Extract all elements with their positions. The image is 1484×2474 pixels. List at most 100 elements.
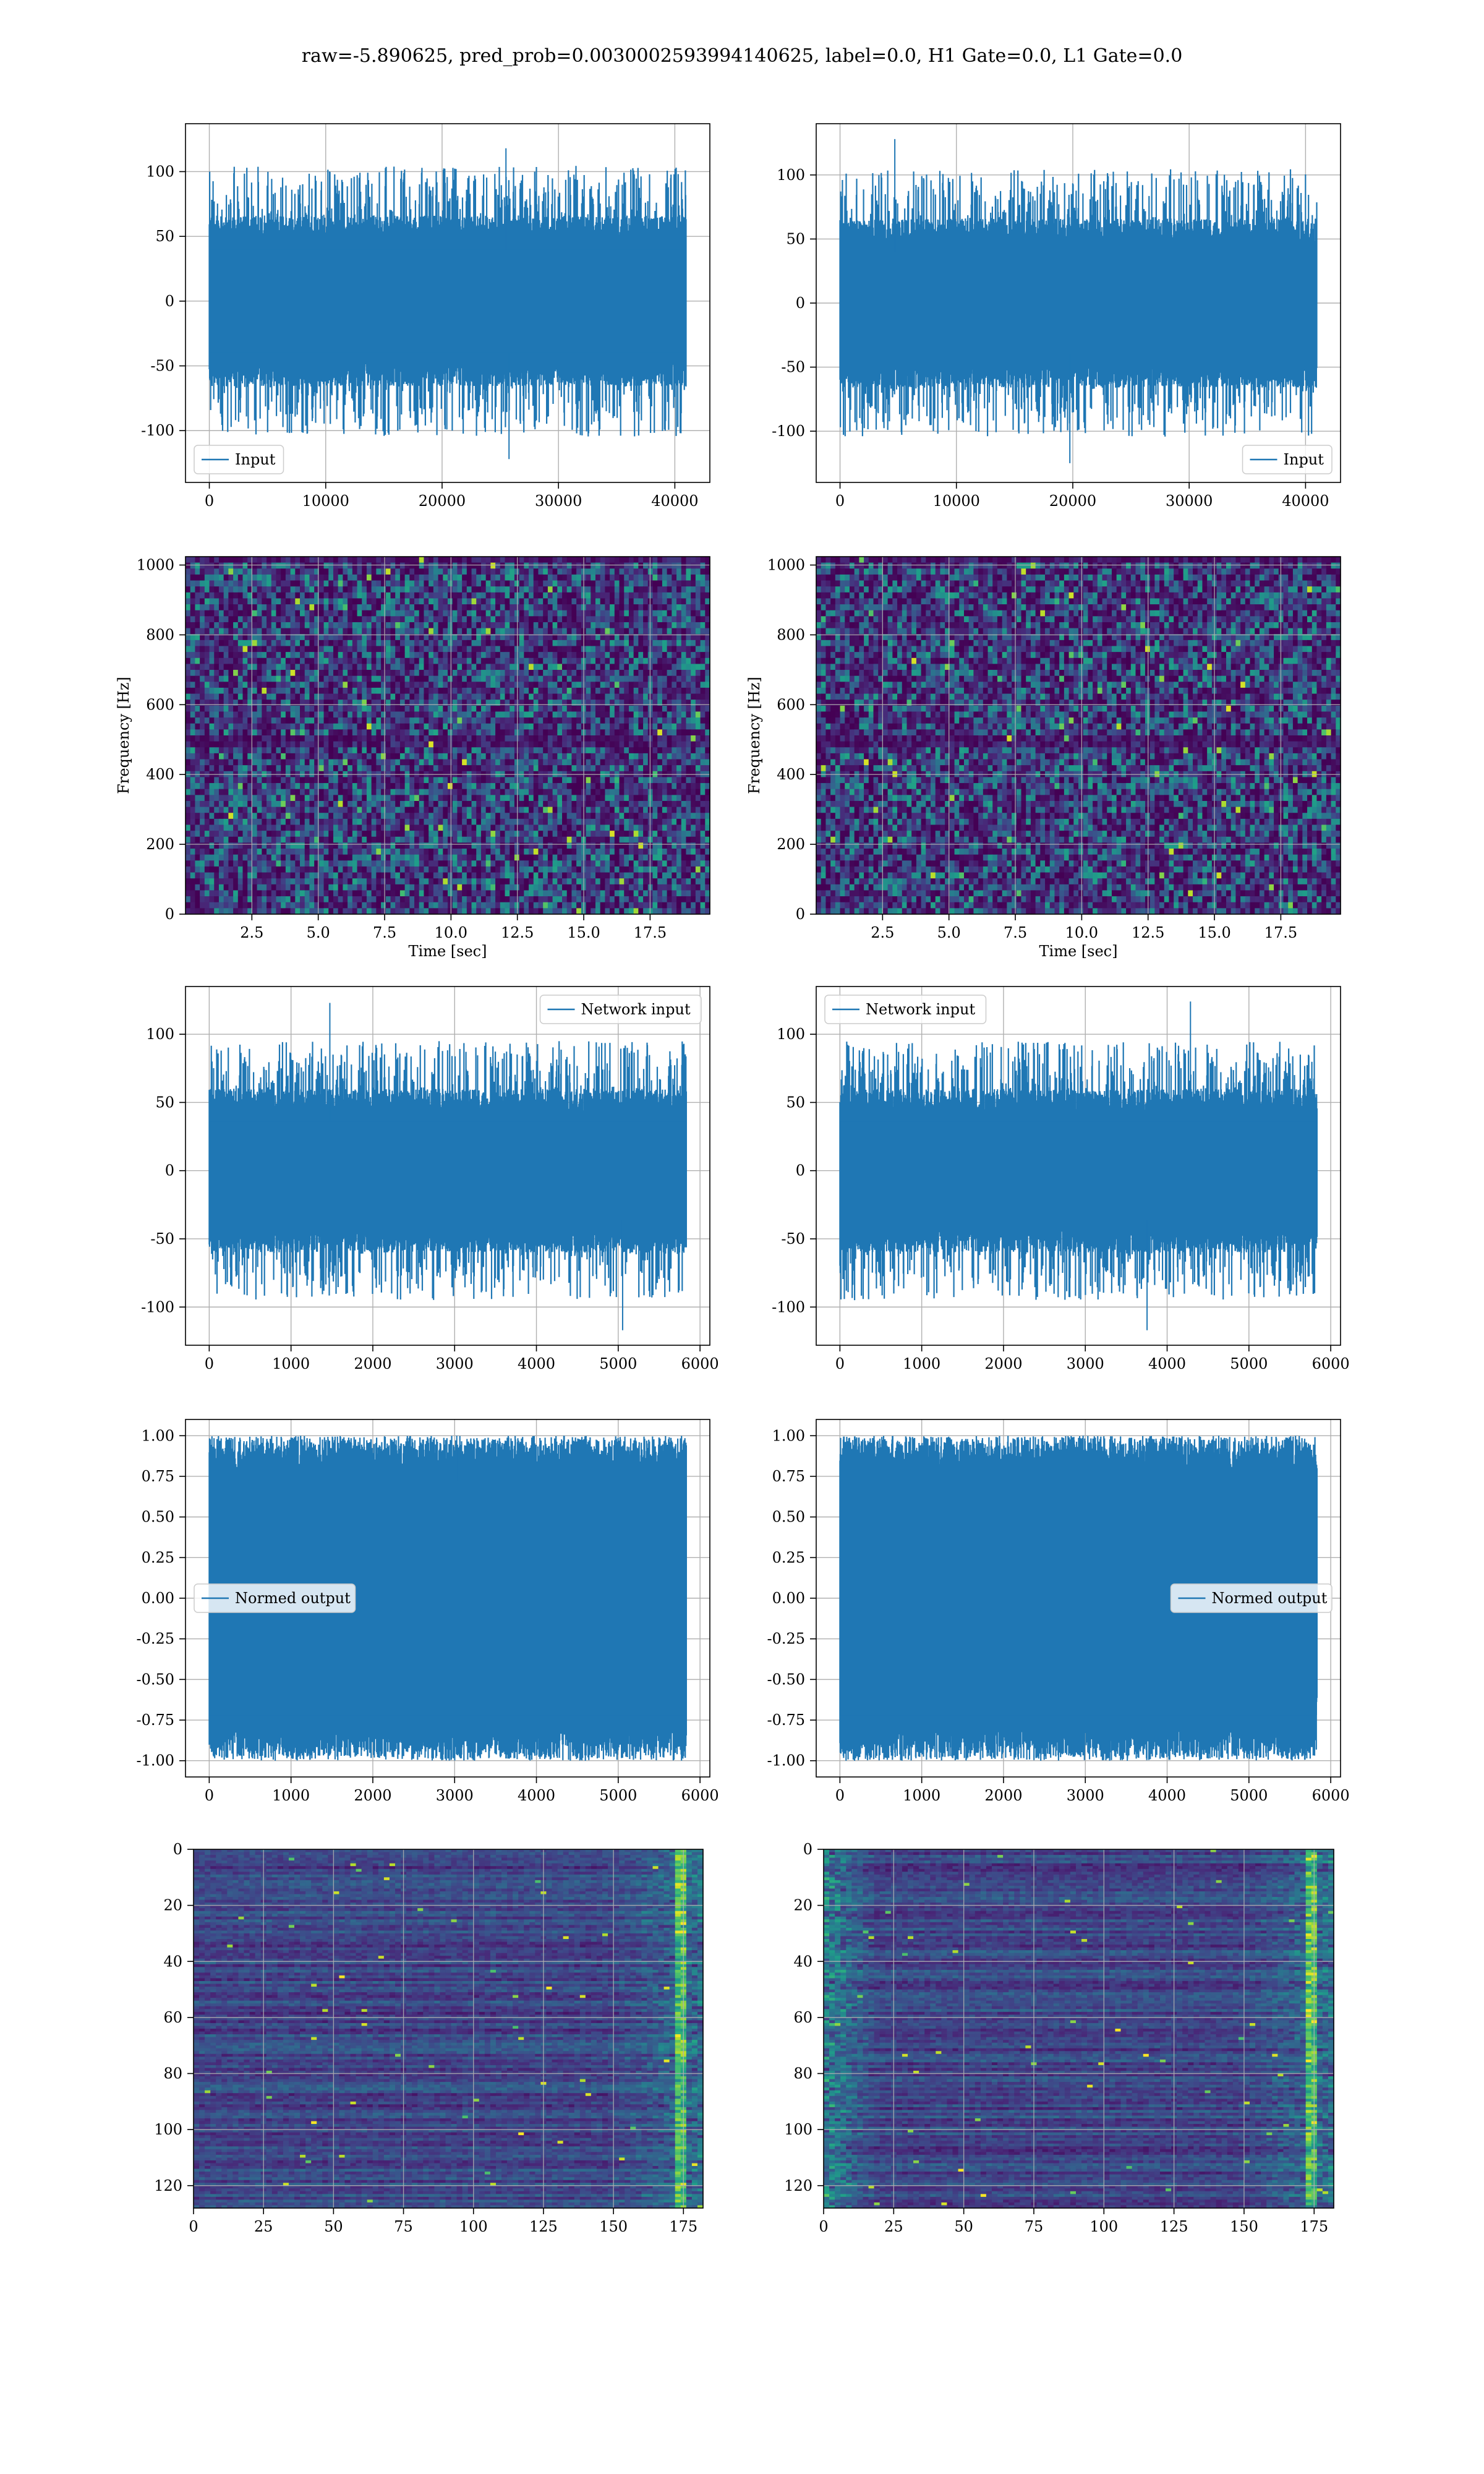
spectrogram-left-ytick-label-4: 800 [146, 626, 174, 643]
spectrogram-right-xtick-label-0: 2.5 [871, 924, 894, 941]
normed-output-right-xtick-label-6: 6000 [1312, 1787, 1350, 1804]
spectrogram-left-xtick-label-3: 10.0 [435, 924, 467, 941]
network-input-left-ytick-label-0: -100 [141, 1298, 174, 1316]
normed-output-right-ytick-label-2: -0.50 [767, 1671, 805, 1688]
network-input-left-subplot: 0 1000 2000 3000 4000 5000 6000-100-50050100Ne… [141, 987, 719, 1372]
feature-map-right-xtick-label-6: 150 [1230, 2218, 1258, 2235]
input-left-legend: Input [194, 445, 284, 474]
spectrogram-right-ytick-label-4: 800 [777, 626, 805, 643]
spectrogram-left-xlabel: Time [sec] [409, 943, 487, 960]
feature-map-right-xtick-label-1: 25 [884, 2218, 903, 2235]
spectrogram-left-xtick-label-4: 12.5 [501, 924, 534, 941]
network-input-right-ytick-label-1: -50 [781, 1230, 805, 1248]
input-right-xtick-label-2: 20000 [1049, 492, 1096, 510]
normed-output-right-ytick-label-7: 0.75 [772, 1468, 805, 1485]
input-left-legend-label: Input [235, 451, 276, 468]
feature-map-right-xtick-label-0: 0 [819, 2218, 828, 2235]
normed-output-right-xtick-label-5: 5000 [1230, 1787, 1268, 1804]
normed-output-left-xtick-label-1: 1000 [272, 1787, 310, 1804]
normed-output-right-ytick-label-4: 0.00 [772, 1590, 805, 1607]
normed-output-left-ytick-label-2: -0.50 [136, 1671, 174, 1688]
normed-output-left-legend-label: Normed output [235, 1590, 351, 1607]
network-input-left-ytick-label-3: 50 [155, 1094, 174, 1111]
figure-canvas: raw=-5.890625, pred_prob=0.0030002593994… [0, 0, 1484, 2474]
spectrogram-right-xlabel: Time [sec] [1039, 943, 1118, 960]
input-right-ytick-label-1: -50 [781, 359, 805, 376]
normed-output-right-ytick-label-3: -0.25 [767, 1630, 805, 1648]
input-right-ytick-label-3: 50 [786, 230, 805, 247]
normed-output-left-xtick-label-3: 3000 [436, 1787, 474, 1804]
feature-map-left-xtick-label-0: 0 [189, 2218, 198, 2235]
input-left-xtick-label-0: 0 [205, 492, 214, 510]
feature-map-right-heatmap-cells [824, 1849, 1334, 2209]
feature-map-right-ytick-label-2: 40 [793, 1953, 812, 1970]
network-input-right-xtick-label-4: 4000 [1148, 1355, 1186, 1372]
input-left-xtick-label-2: 20000 [419, 492, 466, 510]
input-right-legend-label: Input [1284, 451, 1324, 468]
input-left-xtick-label-1: 10000 [302, 492, 349, 510]
network-input-right-legend: Network input [825, 995, 986, 1024]
spectrogram-left-ytick-label-3: 600 [146, 696, 174, 713]
normed-output-left-legend: Normed output [194, 1584, 356, 1612]
input-left-series-core [210, 250, 686, 353]
feature-map-right-ytick-label-5: 100 [784, 2121, 812, 2138]
feature-map-left-ytick-label-2: 40 [163, 1953, 182, 1970]
feature-map-right-ytick-label-6: 120 [784, 2177, 812, 2194]
feature-map-left-xtick-label-3: 75 [394, 2218, 413, 2235]
normed-output-left-xtick-label-4: 4000 [518, 1787, 555, 1804]
normed-output-right-xtick-label-4: 4000 [1148, 1787, 1186, 1804]
normed-output-right-xtick-label-0: 0 [835, 1787, 845, 1804]
normed-output-right-ytick-label-8: 1.00 [772, 1427, 805, 1444]
input-right-ytick-label-0: -100 [772, 422, 805, 440]
feature-map-left-ytick-label-4: 80 [163, 2065, 182, 2082]
spectrogram-right-xtick-label-4: 12.5 [1132, 924, 1164, 941]
input-left-ytick-label-4: 100 [146, 163, 174, 180]
normed-output-left-ytick-label-0: -1.00 [136, 1752, 174, 1770]
normed-output-left-ytick-label-7: 0.75 [142, 1468, 174, 1485]
input-right-xtick-label-1: 10000 [933, 492, 980, 510]
spectrogram-right-subplot: 2.5 5.0 7.5 10.0 12.5 15.0 17.5020040060080010… [746, 557, 1341, 960]
spectrogram-right-xtick-label-2: 7.5 [1004, 924, 1027, 941]
network-input-right-legend-label: Network input [866, 1001, 975, 1018]
network-input-left-xtick-label-5: 5000 [599, 1355, 637, 1372]
feature-map-right-xtick-label-5: 125 [1160, 2218, 1188, 2235]
normed-output-left-xtick-label-0: 0 [205, 1787, 214, 1804]
network-input-right-ytick-label-4: 100 [777, 1025, 805, 1043]
normed-output-right-ytick-label-6: 0.50 [772, 1509, 805, 1526]
spectrogram-left-xtick-label-5: 15.0 [567, 924, 600, 941]
feature-map-left-ytick-label-0: 0 [173, 1841, 182, 1858]
input-left-ytick-label-2: 0 [165, 293, 174, 310]
feature-map-left-xtick-label-2: 50 [324, 2218, 343, 2235]
feature-map-right-xtick-label-3: 75 [1025, 2218, 1044, 2235]
feature-map-left-xtick-label-4: 100 [459, 2218, 488, 2235]
input-left-xtick-label-4: 40000 [651, 492, 698, 510]
figure-title: raw=-5.890625, pred_prob=0.0030002593994… [302, 45, 1183, 67]
network-input-right-xtick-label-6: 6000 [1312, 1355, 1350, 1372]
normed-output-left-ytick-label-6: 0.50 [142, 1509, 174, 1526]
spectrogram-left-subplot: 2.5 5.0 7.5 10.0 12.5 15.0 17.5020040060080010… [115, 557, 710, 960]
spectrogram-right-ytick-label-0: 0 [796, 905, 805, 923]
spectrogram-right-ytick-label-5: 1000 [767, 557, 805, 574]
network-input-left-legend-label: Network input [581, 1001, 691, 1018]
spectrogram-left-ylabel: Frequency [Hz] [115, 677, 132, 794]
normed-output-left-subplot: 0 1000 2000 3000 4000 5000 6000-1.00-0.75-0.50… [136, 1419, 719, 1804]
normed-output-right-ytick-label-1: -0.75 [767, 1711, 805, 1729]
input-right-xtick-label-3: 30000 [1166, 492, 1213, 510]
spectrogram-left-ytick-label-1: 200 [146, 836, 174, 853]
network-input-right-series-core [840, 1121, 1317, 1220]
input-left-ytick-label-3: 50 [155, 228, 174, 245]
normed-output-left-ytick-label-3: -0.25 [136, 1630, 174, 1648]
network-input-right-subplot: 0 1000 2000 3000 4000 5000 6000-100-50050100Ne… [772, 987, 1350, 1372]
spectrogram-right-heatmap-cells [816, 557, 1341, 915]
spectrogram-right-ytick-label-3: 600 [777, 696, 805, 713]
feature-map-right-ytick-label-0: 0 [803, 1841, 812, 1858]
normed-output-right-ytick-label-5: 0.25 [772, 1549, 805, 1566]
feature-map-left-xtick-label-6: 150 [599, 2218, 628, 2235]
network-input-right-xtick-label-1: 1000 [903, 1355, 940, 1372]
spectrogram-right-ytick-label-2: 400 [777, 766, 805, 783]
network-input-left-xtick-label-3: 3000 [436, 1355, 474, 1372]
normed-output-left-xtick-label-5: 5000 [599, 1787, 637, 1804]
network-input-right-xtick-label-2: 2000 [984, 1355, 1022, 1372]
